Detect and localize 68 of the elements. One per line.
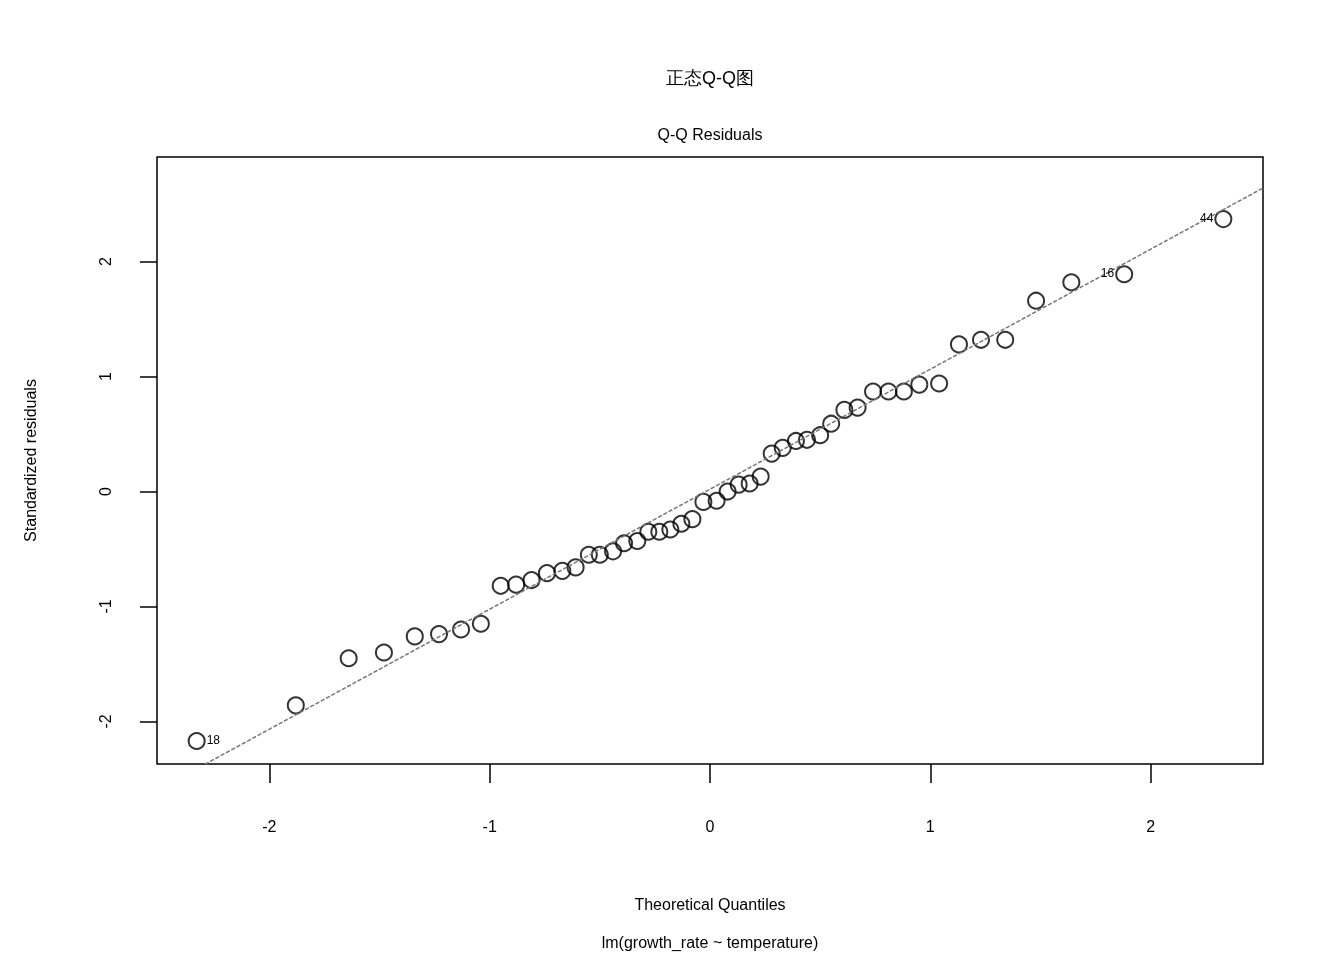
point — [683, 510, 702, 529]
point — [773, 438, 792, 457]
point — [590, 545, 609, 564]
point — [1214, 210, 1233, 229]
point — [848, 398, 867, 417]
point — [694, 492, 713, 511]
point — [894, 382, 913, 401]
text: lm(growth_rate ~ temperature) — [601, 933, 819, 952]
x-tick-label: 0 — [705, 817, 715, 835]
point — [729, 475, 748, 494]
point — [566, 558, 585, 577]
point — [1062, 273, 1081, 292]
y-tick-label: -2 — [96, 714, 114, 729]
point — [430, 625, 449, 644]
x-tick-label: -2 — [262, 817, 277, 835]
point — [405, 627, 424, 646]
annotation: 44 — [1199, 211, 1214, 226]
point — [751, 467, 770, 486]
point — [628, 531, 647, 550]
point — [579, 545, 598, 564]
y-tick-label: 2 — [96, 257, 114, 267]
point — [972, 330, 990, 349]
point — [553, 561, 572, 580]
point — [797, 430, 816, 449]
point — [930, 374, 949, 393]
point — [507, 575, 526, 594]
point — [811, 426, 830, 445]
point — [1115, 265, 1134, 284]
point — [650, 522, 669, 541]
point — [672, 514, 691, 533]
y-axis-title: Standardized residuals — [21, 379, 39, 542]
point — [786, 431, 805, 450]
point — [822, 414, 841, 433]
y-tick-label: 1 — [96, 372, 114, 382]
chart-title: 正态Q-Q图 — [666, 68, 754, 88]
y-tick-label: 0 — [96, 486, 114, 496]
point — [762, 444, 781, 463]
point — [740, 474, 759, 493]
point — [522, 571, 541, 590]
point — [718, 482, 737, 501]
point — [996, 330, 1015, 349]
point — [949, 335, 968, 354]
y-tick-label: -1 — [96, 599, 114, 614]
point — [910, 375, 929, 394]
x-tick-label: 2 — [1146, 817, 1156, 835]
point — [835, 400, 854, 419]
point — [1027, 291, 1046, 310]
point — [864, 382, 883, 401]
point — [374, 643, 393, 662]
annotation: 18 — [206, 733, 221, 748]
annotation: 16 — [1100, 266, 1115, 281]
point — [707, 491, 726, 510]
point — [471, 614, 490, 633]
x-tick-label: -1 — [482, 817, 497, 835]
x-axis-title: Theoretical Quantiles — [634, 895, 786, 913]
point — [604, 542, 623, 561]
point — [339, 649, 358, 668]
point — [879, 382, 898, 401]
point — [661, 520, 680, 539]
point — [615, 534, 634, 553]
point — [187, 732, 206, 750]
chart-subtitle: Q-Q Residuals — [657, 125, 763, 143]
point — [286, 696, 305, 715]
x-tick-label: 1 — [925, 817, 935, 835]
point — [452, 620, 471, 639]
point — [537, 564, 556, 583]
point — [639, 522, 658, 541]
point — [491, 576, 510, 595]
